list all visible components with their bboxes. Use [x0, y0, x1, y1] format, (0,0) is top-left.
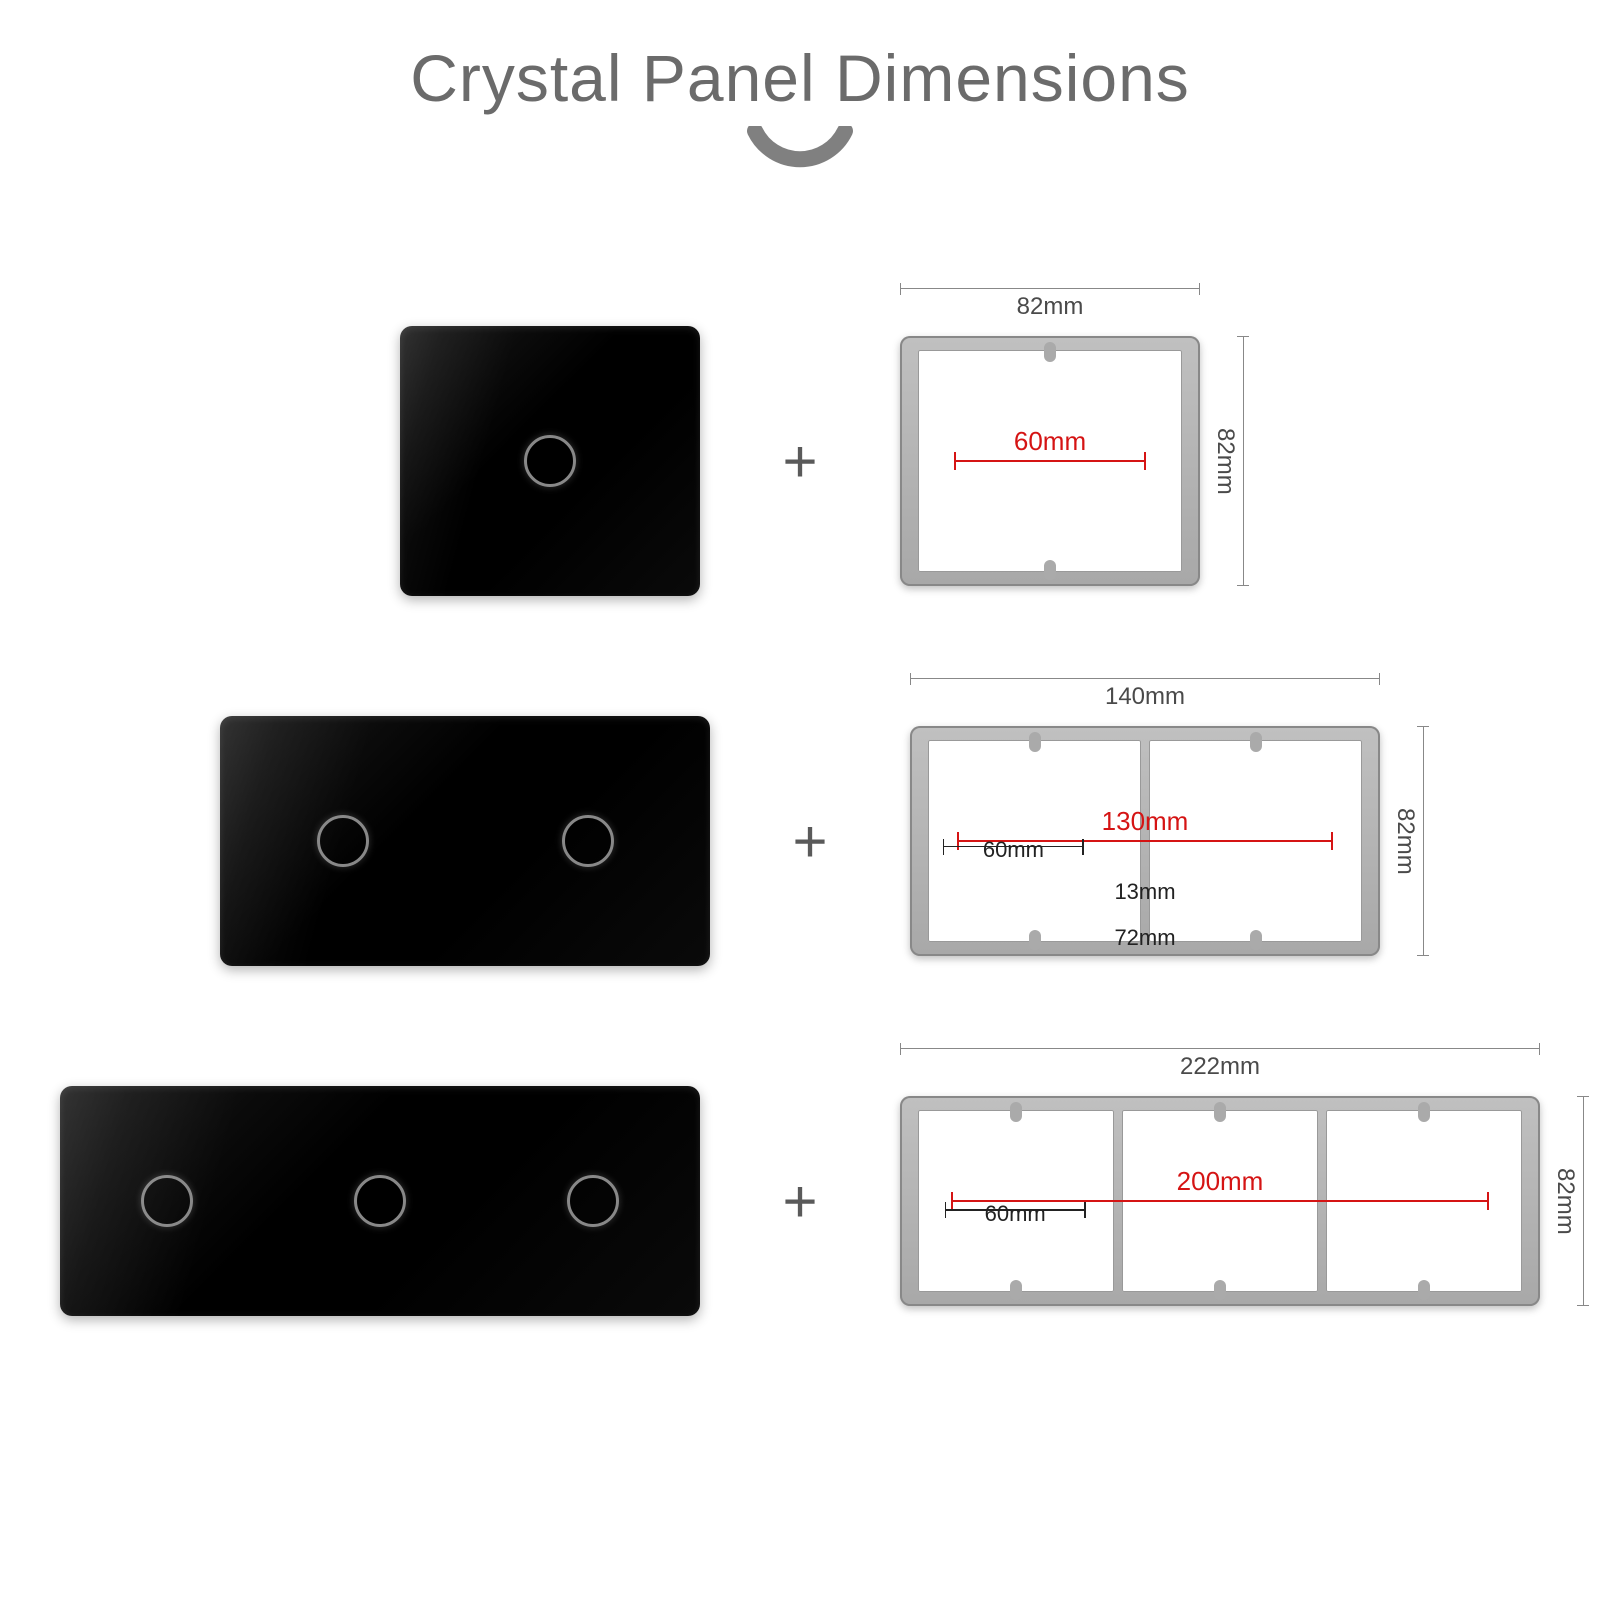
touch-ring-icon — [524, 435, 576, 487]
dimension-row: 86mm86mm +82mm82mm60mm — [0, 296, 1600, 626]
dimension-width: 140mm — [910, 678, 1380, 711]
sub-dimension-label: 60mm — [983, 837, 1044, 863]
red-dimension-line: 60mm — [954, 460, 1146, 462]
red-dimension-label: 130mm — [1102, 806, 1189, 837]
panel-cell: 157mm86mm — [180, 686, 750, 996]
plus-icon: + — [770, 427, 830, 496]
dimension-width: 82mm — [900, 288, 1200, 321]
mounting-frame: 222mm82mm200mm60mm — [900, 1096, 1540, 1306]
diagram-rows: 86mm86mm+82mm82mm60mm157mm86mm+140mm82mm… — [0, 296, 1600, 1346]
mounting-frame: 82mm82mm60mm — [900, 336, 1200, 586]
dimension-height: 82mm — [1391, 726, 1424, 956]
black-dimension-line — [943, 846, 1084, 848]
crystal-panel: 228mm86mm — [60, 1086, 700, 1316]
dimension-width: 222mm — [900, 1048, 1540, 1081]
dimension-row: 157mm86mm+140mm82mm130mm60mm13mm72mm — [0, 686, 1600, 996]
touch-ring-icon — [354, 1175, 406, 1227]
plus-icon: + — [780, 807, 840, 876]
sub-dimension-label: 60mm — [985, 1201, 1046, 1227]
touch-ring-icon — [562, 815, 614, 867]
red-dimension-label: 200mm — [1177, 1166, 1264, 1197]
frame-cell: 222mm82mm200mm60mm — [860, 1066, 1580, 1336]
black-dimension-line — [945, 1209, 1086, 1211]
red-dimension-label: 60mm — [1014, 426, 1086, 457]
plus-icon: + — [770, 1167, 830, 1236]
crystal-panel: 157mm86mm — [220, 716, 710, 966]
panel-cell: 86mm86mm — [360, 296, 740, 626]
frame-cell: 82mm82mm60mm — [860, 306, 1240, 616]
dimension-height: 82mm — [1211, 336, 1244, 586]
dimension-row: 228mm86mm+222mm82mm200mm60mm — [0, 1056, 1600, 1346]
touch-ring-icon — [141, 1175, 193, 1227]
sub-dimension-label: 72mm — [1114, 925, 1175, 951]
panel-cell: 228mm86mm — [20, 1056, 740, 1346]
page-title: Crystal Panel Dimensions — [0, 40, 1600, 116]
touch-ring-icon — [317, 815, 369, 867]
touch-ring-icon — [567, 1175, 619, 1227]
crystal-panel: 86mm86mm — [400, 326, 700, 596]
frame-cell: 140mm82mm130mm60mm13mm72mm — [870, 696, 1420, 986]
smile-icon — [740, 126, 860, 186]
dimension-height: 82mm — [1551, 1096, 1584, 1306]
mounting-frame: 140mm82mm130mm60mm13mm72mm — [910, 726, 1380, 956]
sub-dimension-label: 13mm — [1114, 879, 1175, 905]
